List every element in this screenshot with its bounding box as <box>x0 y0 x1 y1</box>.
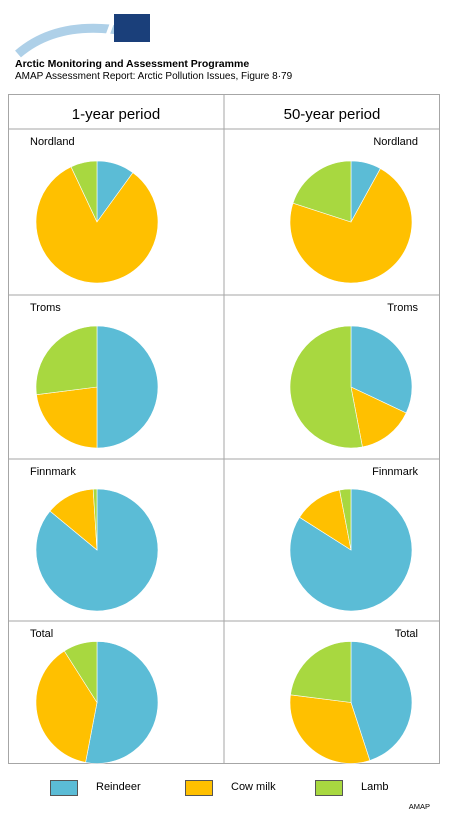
legend-swatch-lamb <box>315 780 343 796</box>
pie-slice-troms-1-year-period-lamb <box>35 325 98 395</box>
pie-slice-total-50-year-period-cow-milk <box>289 694 371 764</box>
footer-label: AMAP <box>408 802 430 811</box>
figure-header: Arctic Monitoring and Assessment Program… <box>0 0 450 100</box>
pie-slice-nordland-50-year-period-cow-milk <box>289 168 413 284</box>
pie-slice-total-1-year-period-reindeer <box>85 641 159 764</box>
logo-divider <box>98 11 118 57</box>
pie-chart-grid: 1-year period 50-year period Nordland Nordl… <box>8 94 440 764</box>
region-label-troms: Troms <box>30 302 61 314</box>
legend-swatch-cow-milk <box>185 780 213 796</box>
pie-slice-troms-1-year-period-cow-milk <box>36 386 98 449</box>
chart-legend: Reindeer Cow milk Lamb <box>0 770 450 810</box>
report-reference: AMAP Assessment Report: Arctic Pollution… <box>15 71 293 82</box>
column-header-50-year-period: 50-year period <box>284 106 381 123</box>
legend-label-cow-milk: Cow milk <box>231 781 276 793</box>
column-header-1-year-period: 1-year period <box>72 106 160 123</box>
legend-swatch-reindeer <box>50 780 78 796</box>
pie-slice-troms-50-year-period-cow-milk <box>350 386 407 448</box>
pie-slice-total-50-year-period-lamb <box>290 641 352 703</box>
region-label-troms: Troms <box>387 302 418 314</box>
region-label-finnmark: Finnmark <box>30 466 76 478</box>
pie-slice-troms-50-year-period-reindeer <box>350 325 413 414</box>
legend-label-reindeer: Reindeer <box>96 781 141 793</box>
region-label-total: Total <box>395 628 418 640</box>
region-label-nordland: Nordland <box>373 136 418 148</box>
pie-slice-nordland-1-year-period-cow-milk <box>35 166 159 284</box>
amap-logo <box>15 11 150 58</box>
pie-slice-total-1-year-period-lamb <box>63 641 98 704</box>
organization-name: Arctic Monitoring and Assessment Program… <box>15 58 250 70</box>
pie-slice-total-50-year-period-reindeer <box>350 641 413 761</box>
pie-slice-nordland-1-year-period-lamb <box>70 160 98 223</box>
pie-slice-troms-50-year-period-lamb <box>289 325 363 449</box>
region-label-total: Total <box>30 628 53 640</box>
pie-slice-finnmark-1-year-period-lamb <box>92 488 98 551</box>
region-label-nordland: Nordland <box>30 136 75 148</box>
pie-slice-finnmark-50-year-period-lamb <box>339 488 352 551</box>
legend-label-lamb: Lamb <box>361 781 389 793</box>
region-label-finnmark: Finnmark <box>372 466 418 478</box>
pie-slice-troms-1-year-period-reindeer <box>96 325 159 449</box>
pie-slice-nordland-50-year-period-lamb <box>292 160 352 223</box>
logo-badge <box>114 14 150 42</box>
